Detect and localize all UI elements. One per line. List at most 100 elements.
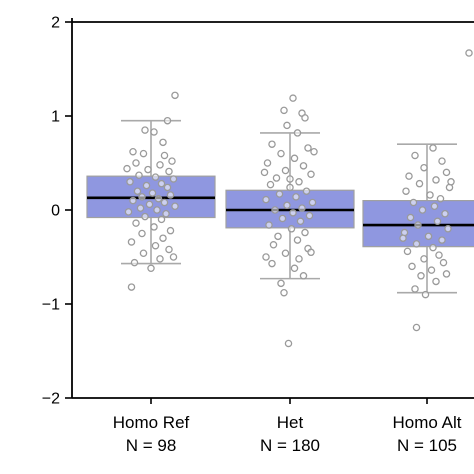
data-point [163,116,172,125]
data-point [296,217,305,226]
data-point [310,147,318,156]
data-point [438,236,446,244]
data-point [139,149,148,158]
data-point [301,228,309,237]
data-point [307,170,315,179]
data-point [420,163,428,172]
category-count-label: N = 98 [126,436,177,455]
data-point [432,277,440,286]
data-point [438,157,446,165]
data-point [138,229,146,238]
data-point [305,211,314,220]
data-point [278,214,287,223]
data-point [157,215,166,224]
data-point [127,283,136,291]
data-point [263,159,272,167]
data-point [409,198,418,207]
data-point [130,258,139,267]
data-point [141,212,149,221]
y-tick-label: 1 [51,109,60,126]
data-point [168,157,176,165]
data-point [166,191,175,199]
points-layer [123,49,473,348]
data-point [417,272,425,280]
data-point [169,175,178,183]
data-point [426,191,434,199]
data-point [153,206,161,214]
data-point [411,151,419,160]
data-point [403,247,412,256]
data-point [171,91,179,100]
data-point [133,187,142,195]
data-point [307,248,315,257]
data-point [123,164,131,173]
data-point [157,179,166,188]
data-point [418,206,427,214]
data-point [151,241,160,250]
data-point [169,253,178,261]
data-point [281,249,290,257]
data-point [286,183,294,192]
data-point [260,168,269,177]
data-point [139,249,148,257]
data-point [421,290,430,299]
data-point [414,221,422,229]
data-point [292,193,300,201]
data-point [415,179,424,188]
data-point [268,259,276,268]
data-point [145,200,154,209]
data-point [295,178,303,186]
data-point [147,264,155,273]
data-point [290,154,299,163]
data-point [406,213,415,222]
data-point [442,168,451,177]
data-point [295,255,303,263]
data-point [281,166,290,175]
data-point [127,238,136,246]
data-point [447,178,455,186]
data-point [165,245,173,254]
data-point [151,173,160,181]
data-point [156,161,164,169]
data-point [148,189,157,197]
data-point [435,251,443,259]
y-tick-label: 0 [51,203,60,220]
data-point [444,225,452,233]
data-point [141,126,149,134]
data-point [283,201,291,210]
data-point [424,232,433,241]
data-point [171,202,179,210]
data-point [280,106,288,115]
data-point [144,165,152,174]
data-point [420,255,428,263]
data-point [408,262,416,271]
data-point [436,194,445,203]
data-point [293,129,302,137]
data-point [302,187,311,195]
data-point [277,279,285,288]
data-point [429,243,437,252]
data-point [412,240,421,248]
data-point [287,225,296,233]
data-point [442,270,451,278]
data-point [150,128,158,136]
data-point [412,323,421,332]
data-point [268,140,276,148]
data-point [135,171,143,179]
ticks-layer: −2 −1 0 1 2 [42,15,428,408]
data-point [156,255,164,263]
y-tick-label: −2 [42,391,60,408]
y-tick-label: −1 [42,297,60,314]
data-point [165,167,173,176]
data-point [266,180,275,189]
y-tick-label: 2 [51,15,60,32]
data-point [274,232,282,241]
data-point [142,181,151,190]
data-point [289,209,297,217]
data-point [441,210,449,218]
data-point [289,94,297,102]
data-point [262,253,270,261]
data-point [154,194,163,203]
boxes-layer [86,119,474,294]
